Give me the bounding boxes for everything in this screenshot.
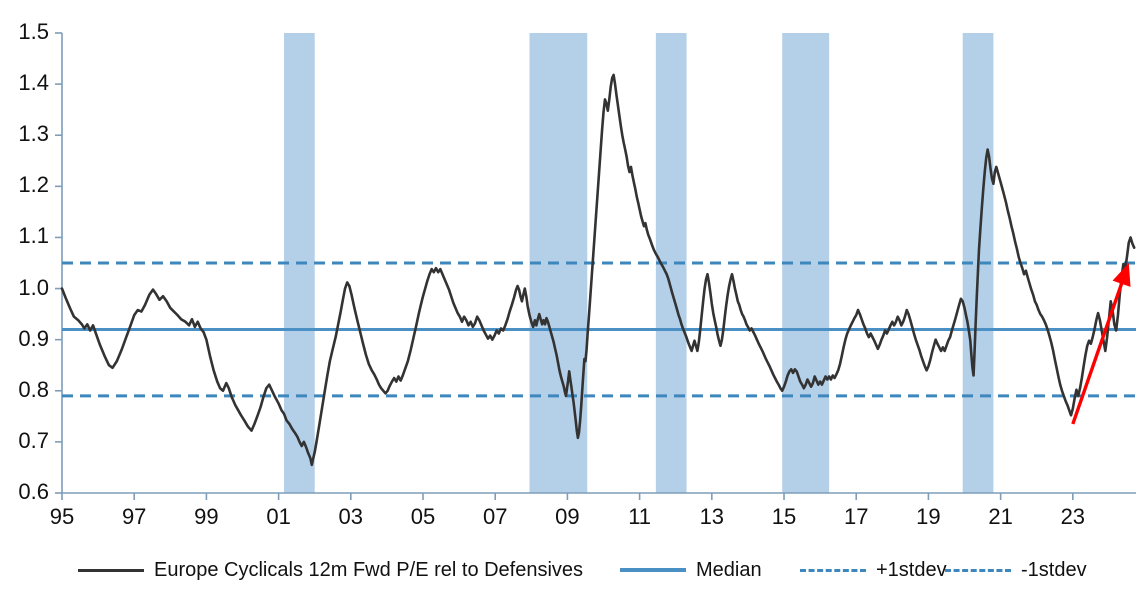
x-axis-label: 07 — [482, 504, 508, 529]
y-axis-label: 1.0 — [18, 274, 49, 300]
x-axis-label: 17 — [843, 504, 869, 529]
y-axis-label: 1.5 — [18, 19, 49, 44]
annotation-arrow-head — [1112, 263, 1131, 287]
legend-label: -1stdev — [1021, 558, 1087, 581]
legend-label: +1stdev — [876, 558, 947, 581]
legend-swatch-dashed — [945, 568, 1011, 572]
x-axis-label: 05 — [410, 504, 436, 529]
x-axis-label: 01 — [266, 504, 291, 529]
annotation-arrow-shaft — [1071, 277, 1126, 425]
data-series-line — [60, 73, 1136, 467]
x-axis-label: 09 — [555, 504, 580, 529]
y-axis-label: 1.3 — [18, 121, 49, 147]
x-axis-label: 23 — [1060, 504, 1086, 529]
legend-swatch-solid — [78, 568, 144, 572]
y-axis-label: 1.4 — [18, 70, 49, 96]
y-axis-label: 0.6 — [18, 479, 49, 504]
legend-swatch-dashed — [800, 568, 866, 572]
x-axis-label: 03 — [338, 504, 364, 529]
y-axis-label: 1.1 — [18, 223, 49, 249]
x-axis-label: 19 — [916, 504, 941, 529]
x-axis-label: 11 — [628, 504, 652, 529]
x-axis-label: 95 — [49, 504, 75, 529]
legend-item: Europe Cyclicals 12m Fwd P/E rel to Defe… — [78, 548, 583, 592]
x-axis-label: 21 — [988, 504, 1013, 529]
legend-swatch-solid — [620, 568, 686, 572]
legend-label: Median — [696, 558, 762, 581]
y-axis-label: 0.7 — [18, 427, 49, 453]
legend-item: -1stdev — [945, 548, 1087, 592]
x-axis-label: 15 — [771, 504, 797, 529]
y-axis-label: 0.9 — [18, 325, 49, 351]
legend-item: Median — [620, 548, 762, 592]
legend-item: +1stdev — [800, 548, 947, 592]
x-axis-label: 99 — [194, 504, 219, 529]
legend-label: Europe Cyclicals 12m Fwd P/E rel to Defe… — [154, 558, 584, 581]
chart-legend: Europe Cyclicals 12m Fwd P/E rel to Defe… — [0, 548, 1140, 592]
x-axis-label: 13 — [699, 504, 725, 529]
x-axis-label: 97 — [121, 504, 147, 529]
y-axis-label: 0.8 — [18, 376, 49, 402]
y-axis-label: 1.2 — [18, 172, 49, 198]
